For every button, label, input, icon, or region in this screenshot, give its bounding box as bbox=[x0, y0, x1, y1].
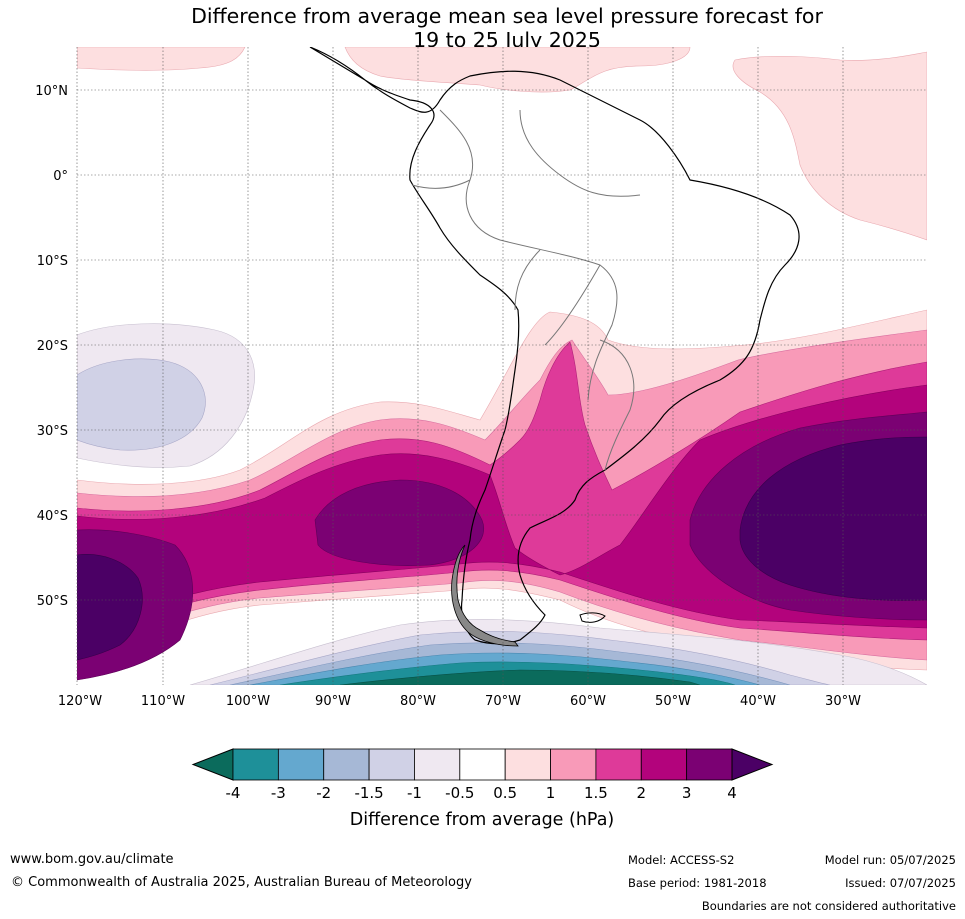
lon-label-80w: 80°W bbox=[400, 694, 436, 709]
lat-label-0: 0° bbox=[53, 169, 68, 184]
footer-base-period: Base period: 1981-2018 bbox=[628, 876, 767, 890]
colorbar-tick-label: 3 bbox=[682, 784, 692, 802]
colorbar-cell bbox=[459, 748, 506, 781]
lat-label-50s: 50°S bbox=[37, 594, 68, 609]
colorbar-cell bbox=[368, 748, 415, 781]
lon-label-30w: 30°W bbox=[825, 694, 861, 709]
colorbar-tick-label: -4 bbox=[226, 784, 241, 802]
colorbar-extend-high bbox=[731, 748, 774, 781]
colorbar-tick-label: -0.5 bbox=[445, 784, 474, 802]
footer-model-run: Model run: 05/07/2025 bbox=[824, 853, 956, 867]
anomaly-band-north-left bbox=[77, 47, 246, 71]
lat-label-10s: 10°S bbox=[37, 254, 68, 269]
map-field bbox=[77, 47, 927, 685]
colorbar-tick-label: -1.5 bbox=[354, 784, 383, 802]
pressure-anomaly-map: 10°N 0° 10°S 20°S 30°S 40°S 50°S 120°W 1… bbox=[35, 47, 927, 709]
lat-label-40s: 40°S bbox=[37, 509, 68, 524]
colorbar-cell bbox=[277, 748, 325, 781]
colorbar-cell bbox=[232, 748, 279, 781]
colorbar-cell bbox=[595, 748, 642, 781]
lat-label-20s: 20°S bbox=[37, 339, 68, 354]
map-title: Difference from average mean sea level p… bbox=[0, 4, 965, 52]
anomaly-core-west bbox=[77, 554, 143, 661]
lon-label-90w: 90°W bbox=[315, 694, 351, 709]
footer-issued: Issued: 07/07/2025 bbox=[845, 876, 956, 890]
colorbar-tick-label: 1.5 bbox=[584, 784, 608, 802]
falkland-islands bbox=[579, 612, 606, 623]
longitude-labels: 120°W 110°W 100°W 90°W 80°W 70°W 60°W 50… bbox=[58, 694, 861, 709]
colorbar-tick-label: -2 bbox=[316, 784, 331, 802]
lon-label-110w: 110°W bbox=[141, 694, 185, 709]
colorbar-cell bbox=[640, 748, 688, 781]
lon-label-100w: 100°W bbox=[226, 694, 270, 709]
lon-label-120w: 120°W bbox=[58, 694, 102, 709]
colorbar-cell bbox=[550, 748, 597, 781]
colorbar-extend-low bbox=[191, 748, 234, 781]
footer-url: www.bom.gov.au/climate bbox=[10, 852, 174, 867]
footer-copyright: © Commonwealth of Australia 2025, Austra… bbox=[11, 875, 472, 890]
lat-label-10n: 10°N bbox=[35, 84, 68, 99]
colorbar-cell bbox=[504, 748, 551, 781]
anomaly-core-east bbox=[739, 436, 927, 601]
anomaly-band-north-atlantic bbox=[732, 51, 927, 241]
colorbar-tick-label: -1 bbox=[407, 784, 422, 802]
anomaly-band-neg-4 bbox=[339, 669, 701, 685]
colorbar-tick-label: 1 bbox=[546, 784, 556, 802]
title-line-1: Difference from average mean sea level p… bbox=[191, 4, 823, 28]
footer-model: Model: ACCESS-S2 bbox=[628, 853, 735, 867]
latitude-labels: 10°N 0° 10°S 20°S 30°S 40°S 50°S bbox=[35, 84, 68, 609]
colorbar-tick-label: 2 bbox=[636, 784, 646, 802]
anomaly-blob-negative-west-inner bbox=[77, 358, 206, 451]
anomaly-band-north-caribbean bbox=[344, 47, 691, 93]
colorbar-cell bbox=[686, 748, 733, 781]
colorbar-tick-label: 4 bbox=[727, 784, 737, 802]
colorbar-tick-label: 0.5 bbox=[493, 784, 517, 802]
lon-label-60w: 60°W bbox=[570, 694, 606, 709]
graticule bbox=[76, 47, 927, 685]
patagonia-islands bbox=[451, 544, 519, 647]
footer-boundaries-note: Boundaries are not considered authoritat… bbox=[701, 899, 956, 913]
south-america-coastline bbox=[309, 47, 800, 645]
colorbar-cells bbox=[191, 748, 774, 781]
lon-label-70w: 70°W bbox=[485, 694, 521, 709]
colorbar-ticks: -4 -3 -2 -1.5 -1 -0.5 0.5 1 1.5 2 3 4 bbox=[226, 784, 737, 802]
lon-label-40w: 40°W bbox=[740, 694, 776, 709]
colorbar-cell bbox=[323, 748, 370, 781]
lat-label-30s: 30°S bbox=[37, 424, 68, 439]
colorbar-tick-label: -3 bbox=[271, 784, 286, 802]
colorbar-label: Difference from average (hPa) bbox=[350, 810, 615, 830]
lon-label-50w: 50°W bbox=[655, 694, 691, 709]
anomaly-band-4-central bbox=[314, 479, 484, 566]
colorbar-cell bbox=[414, 748, 461, 781]
